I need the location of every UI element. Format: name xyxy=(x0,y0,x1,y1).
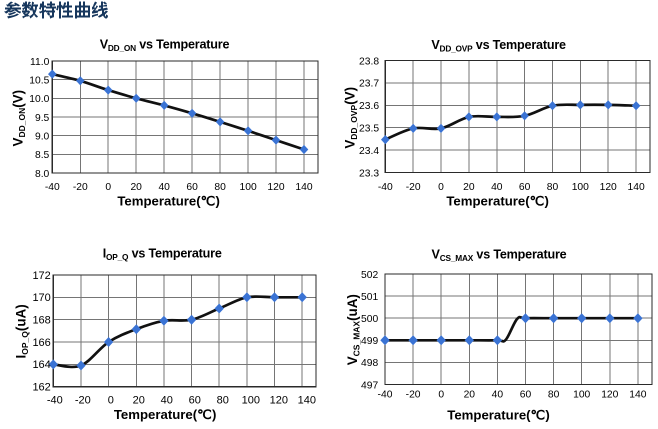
svg-text:VDD_ON(V): VDD_ON(V) xyxy=(11,90,27,147)
svg-text:20: 20 xyxy=(464,389,476,400)
svg-text:501: 501 xyxy=(361,292,378,303)
svg-text:VCS_MAX vs Temperature: VCS_MAX vs Temperature xyxy=(432,248,567,264)
svg-text:VDD_OVP vs Temperature: VDD_OVP vs Temperature xyxy=(431,38,566,54)
svg-text:40: 40 xyxy=(158,182,170,193)
svg-text:499: 499 xyxy=(361,336,378,347)
svg-text:60: 60 xyxy=(186,182,198,193)
svg-text:0: 0 xyxy=(105,182,111,193)
svg-text:8.0: 8.0 xyxy=(35,169,50,180)
svg-text:497: 497 xyxy=(361,380,378,391)
svg-text:100: 100 xyxy=(572,182,589,193)
svg-text:40: 40 xyxy=(492,389,504,400)
svg-text:Temperature(℃): Temperature(℃) xyxy=(117,194,220,209)
svg-text:140: 140 xyxy=(295,182,312,193)
svg-text:23.5: 23.5 xyxy=(359,124,379,135)
svg-text:140: 140 xyxy=(298,395,316,407)
svg-text:Temperature(℃): Temperature(℃) xyxy=(447,408,550,423)
svg-text:-40: -40 xyxy=(45,182,60,193)
svg-text:164: 164 xyxy=(32,359,50,371)
svg-text:500: 500 xyxy=(361,314,378,325)
svg-text:23.7: 23.7 xyxy=(359,79,379,90)
svg-text:100: 100 xyxy=(240,182,257,193)
svg-text:498: 498 xyxy=(361,358,378,369)
svg-text:VCS_MAX(uA): VCS_MAX(uA) xyxy=(345,294,361,365)
svg-text:-40: -40 xyxy=(47,395,63,407)
svg-text:0: 0 xyxy=(438,182,444,193)
svg-text:162: 162 xyxy=(32,382,50,394)
svg-text:120: 120 xyxy=(600,182,617,193)
svg-text:-20: -20 xyxy=(406,182,421,193)
svg-text:9.5: 9.5 xyxy=(35,113,50,124)
svg-text:23.6: 23.6 xyxy=(359,101,379,112)
svg-text:140: 140 xyxy=(629,389,646,400)
svg-text:-20: -20 xyxy=(406,389,421,400)
svg-text:Temperature(℃): Temperature(℃) xyxy=(114,407,217,422)
svg-text:8.5: 8.5 xyxy=(35,150,50,161)
svg-text:172: 172 xyxy=(32,270,50,282)
svg-text:502: 502 xyxy=(361,270,378,281)
svg-text:80: 80 xyxy=(217,395,229,407)
svg-text:20: 20 xyxy=(130,182,142,193)
svg-text:60: 60 xyxy=(519,182,531,193)
svg-text:170: 170 xyxy=(32,292,50,304)
svg-text:Temperature(℃): Temperature(℃) xyxy=(446,194,549,209)
svg-text:120: 120 xyxy=(267,182,284,193)
svg-text:168: 168 xyxy=(32,315,50,327)
svg-text:120: 120 xyxy=(601,389,618,400)
svg-text:60: 60 xyxy=(189,395,201,407)
svg-text:10.5: 10.5 xyxy=(29,76,49,87)
svg-text:10.0: 10.0 xyxy=(29,94,49,105)
svg-text:-40: -40 xyxy=(378,389,393,400)
svg-text:100: 100 xyxy=(242,395,260,407)
svg-text:40: 40 xyxy=(161,395,173,407)
svg-text:20: 20 xyxy=(463,182,475,193)
svg-text:166: 166 xyxy=(32,337,50,349)
svg-text:-20: -20 xyxy=(73,182,88,193)
svg-text:80: 80 xyxy=(548,389,560,400)
svg-text:IOP_Q vs Temperature: IOP_Q vs Temperature xyxy=(103,247,222,263)
svg-text:23.3: 23.3 xyxy=(359,168,379,179)
svg-text:VDD_ON vs Temperature: VDD_ON vs Temperature xyxy=(100,38,230,54)
svg-text:80: 80 xyxy=(214,182,226,193)
svg-text:20: 20 xyxy=(133,395,145,407)
svg-text:-40: -40 xyxy=(378,182,393,193)
svg-text:23.4: 23.4 xyxy=(359,146,379,157)
svg-text:9.0: 9.0 xyxy=(35,132,50,143)
svg-text:100: 100 xyxy=(573,389,590,400)
svg-text:120: 120 xyxy=(270,395,288,407)
svg-text:0: 0 xyxy=(438,389,444,400)
svg-text:0: 0 xyxy=(108,395,114,407)
svg-text:11.0: 11.0 xyxy=(30,57,50,68)
svg-text:80: 80 xyxy=(547,182,559,193)
svg-text:-20: -20 xyxy=(75,395,91,407)
svg-text:60: 60 xyxy=(520,389,532,400)
svg-text:IOP_Q(uA): IOP_Q(uA) xyxy=(14,304,30,358)
svg-text:VDD_OVP(V): VDD_OVP(V) xyxy=(343,87,359,149)
svg-text:140: 140 xyxy=(628,182,645,193)
svg-text:40: 40 xyxy=(491,182,503,193)
svg-text:23.8: 23.8 xyxy=(359,56,379,67)
